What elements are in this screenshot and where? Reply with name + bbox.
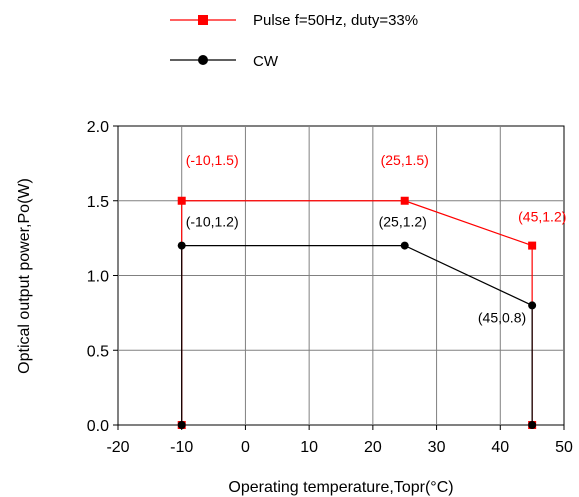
y-axis-title: Optical output power,Po(W) [16, 178, 33, 374]
point-label: (45,1.2) [518, 209, 566, 225]
legend-item-cw: CW [170, 53, 279, 70]
x-tick-label: 40 [491, 439, 509, 456]
data-point-circle [400, 241, 409, 250]
axis-ticks: -20 -10 0 10 20 30 40 50 0.0 0.5 1.0 1.5 2.0 [87, 119, 573, 456]
point-label: (45,0.8) [478, 309, 526, 325]
point-label: (-10,1.2) [186, 214, 239, 230]
x-tick-label: -20 [106, 439, 129, 456]
legend-item-pulse: Pulse f=50Hz, duty=33% [170, 12, 418, 29]
y-tick-label: 2.0 [87, 119, 109, 136]
data-point-square [177, 196, 186, 205]
legend: Pulse f=50Hz, duty=33% CW [170, 12, 418, 70]
point-label: (-10,1.5) [186, 152, 239, 168]
legend-label-cw: CW [253, 53, 279, 70]
data-point-circle [177, 241, 186, 250]
x-tick-label: 10 [300, 439, 318, 456]
data-point-circle [177, 421, 186, 429]
legend-label-pulse: Pulse f=50Hz, duty=33% [253, 12, 418, 29]
y-tick-label: 0.5 [87, 343, 109, 360]
x-tick-label: 30 [428, 439, 446, 456]
data-point-square [400, 196, 409, 205]
data-point-circle [528, 421, 537, 429]
x-tick-label: 20 [364, 439, 382, 456]
y-tick-label: 1.5 [87, 194, 109, 211]
x-tick-label: -10 [170, 439, 193, 456]
point-label: (25,1.2) [379, 214, 427, 230]
series-layer [177, 196, 537, 429]
x-axis-title: Operating temperature,Topr(°C) [228, 479, 453, 496]
data-point-square [528, 241, 537, 250]
y-tick-label: 0.0 [87, 418, 109, 435]
point-labels: (-10,1.5) (25,1.5) (45,1.2) (-10,1.2) (25,1.… [186, 152, 567, 326]
point-label: (25,1.5) [381, 152, 429, 168]
data-point-circle [528, 301, 537, 310]
x-tick-label: 0 [241, 439, 250, 456]
y-tick-label: 1.0 [87, 269, 109, 286]
x-tick-label: 50 [555, 439, 573, 456]
